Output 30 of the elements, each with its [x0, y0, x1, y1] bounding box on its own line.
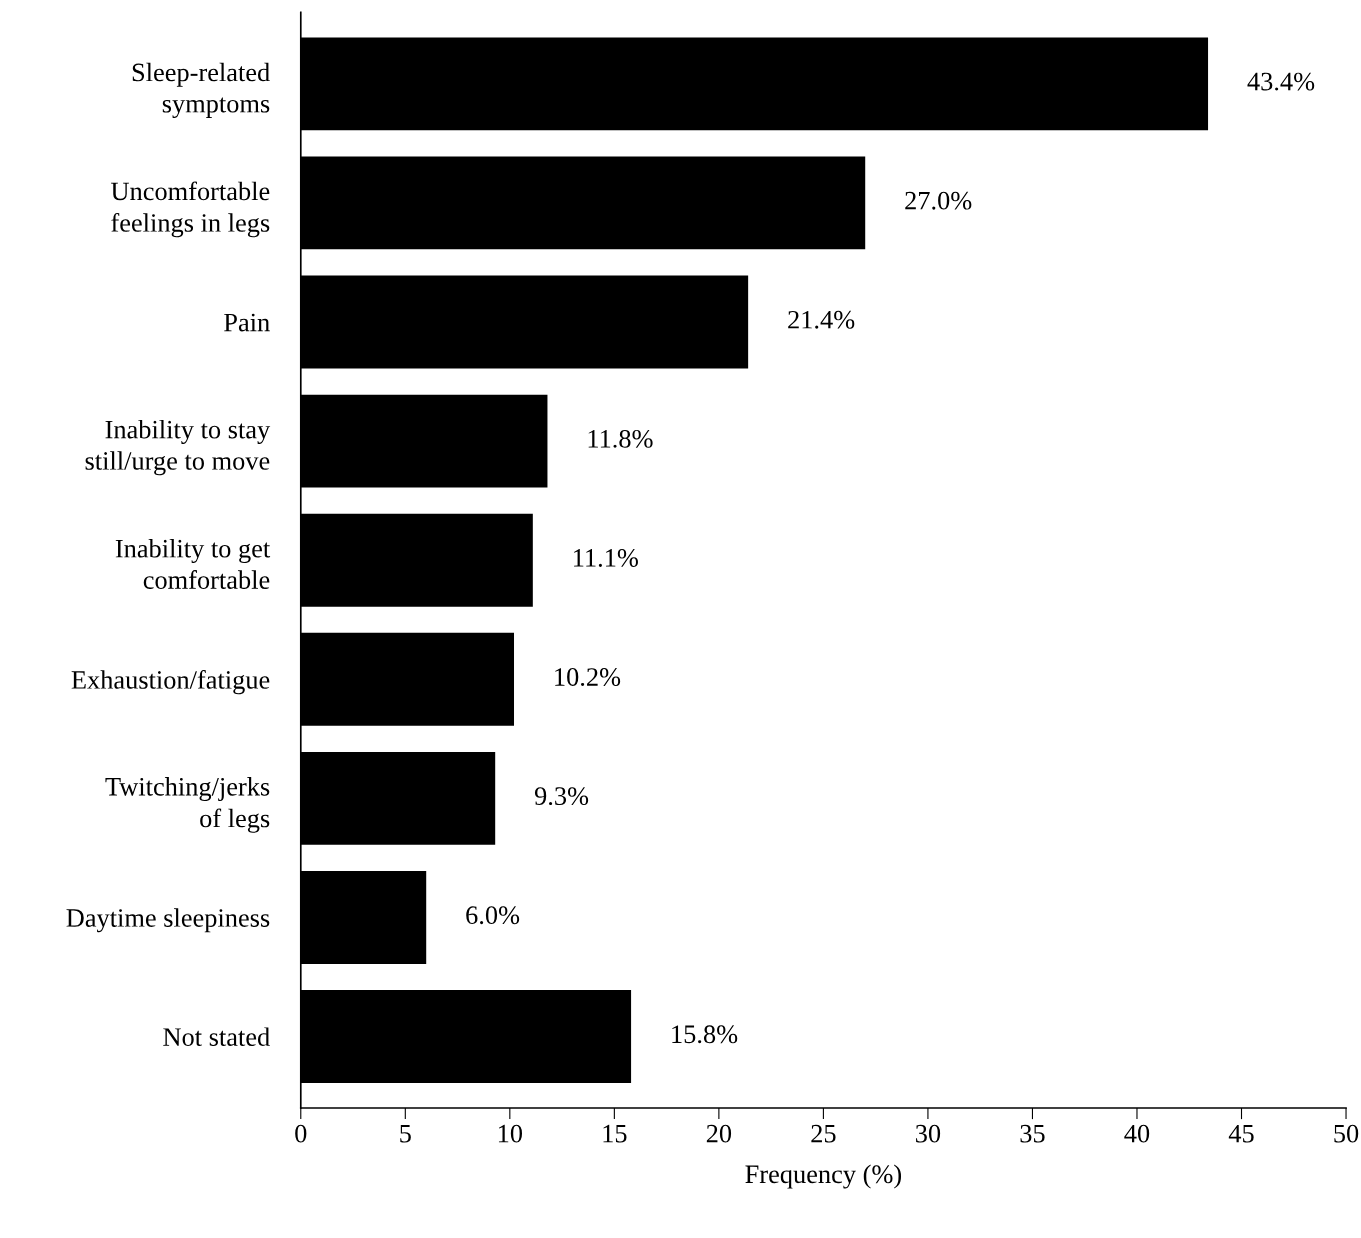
data-label: 10.2%	[555, 668, 621, 687]
y-tick-label: Not stated	[163, 1027, 270, 1046]
x-tick-label: 5	[400, 1125, 411, 1143]
x-tick-label: 45	[1228, 1124, 1254, 1143]
data-label: 15.8%	[672, 1025, 738, 1044]
y-tick-label: Inability to stay still/urge to move	[85, 419, 271, 476]
data-label: 11.1%	[574, 548, 638, 567]
x-tick-label: 15	[603, 1124, 627, 1143]
x-tick-label: 40	[1124, 1124, 1150, 1143]
data-label: 27.0%	[905, 191, 972, 210]
data-label: 43.4%	[1247, 72, 1315, 91]
y-tick-label: Uncomfortable feelings in legs	[111, 181, 270, 238]
data-label: 11.8%	[588, 429, 653, 448]
x-tick-label: 25	[811, 1124, 836, 1143]
x-tick-label: 10	[498, 1124, 523, 1143]
x-tick-label: 50	[1334, 1124, 1359, 1143]
y-tick-label: Pain	[224, 313, 270, 332]
x-tick-label: 35	[1020, 1124, 1045, 1143]
data-label: 9.3%	[534, 787, 589, 806]
y-tick-label: Sleep-related symptoms	[132, 62, 270, 119]
x-tick-label: 20	[706, 1124, 732, 1143]
y-tick-label: Inability to get comfortable	[115, 539, 271, 589]
x-axis-title: Frequency (%)	[745, 1164, 902, 1189]
y-tick-label: Twitching/jerks of legs	[105, 777, 270, 833]
y-tick-label: Exhaustion/fatigue	[71, 670, 270, 695]
x-tick-label: 30	[916, 1124, 941, 1143]
data-label: 21.4%	[788, 310, 855, 329]
data-label: 6.0%	[466, 906, 520, 925]
x-tick-label: 0	[295, 1124, 307, 1143]
y-tick-label: Daytime sleepiness	[66, 908, 270, 933]
